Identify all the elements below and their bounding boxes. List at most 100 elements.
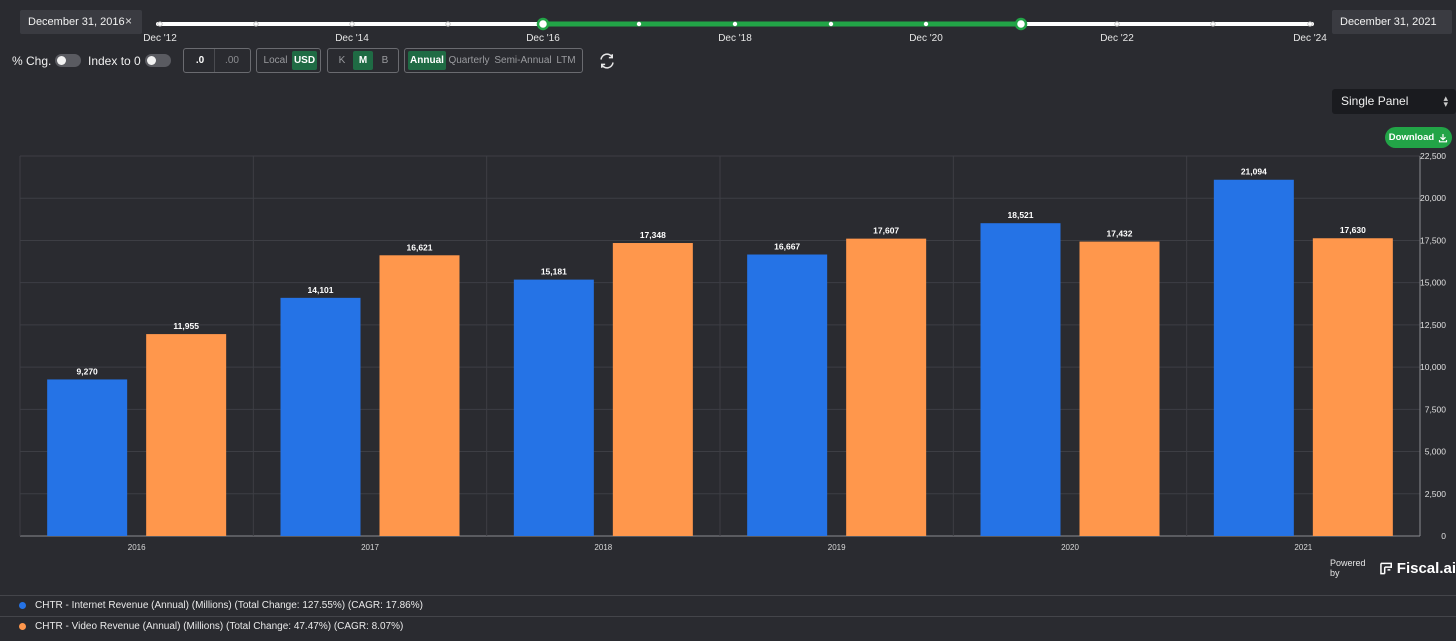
start-date-label: December 31, 2016	[28, 16, 125, 28]
currency-group: Local USD	[256, 48, 321, 73]
x-tick-label: 2016	[128, 543, 146, 552]
download-label: Download	[1388, 132, 1435, 143]
legend-dot-internet	[19, 602, 26, 609]
y-tick-label: 20,000	[1420, 193, 1446, 203]
timeline-tick	[636, 21, 642, 27]
bar-value-label: 11,955	[173, 321, 199, 331]
timeline-tick	[445, 21, 451, 27]
start-date-chip[interactable]: December 31, 2016 ×	[20, 10, 142, 34]
timeline-label: Dec '16	[526, 33, 560, 44]
y-tick-label: 10,000	[1420, 362, 1446, 372]
bar-video[interactable]	[379, 255, 460, 536]
legend-item-video[interactable]: CHTR - Video Revenue (Annual) (Millions)…	[0, 616, 1456, 636]
bar-internet[interactable]	[280, 297, 361, 536]
download-icon	[1439, 133, 1448, 142]
period-annual-button[interactable]: Annual	[408, 51, 446, 70]
bar-video[interactable]	[146, 334, 227, 536]
bar-value-label: 17,607	[873, 226, 899, 236]
panel-select-value: Single Panel	[1341, 94, 1409, 108]
timeline-label: Dec '20	[909, 33, 943, 44]
bar-value-label: 17,432	[1107, 229, 1133, 239]
bar-value-label: 14,101	[308, 285, 334, 295]
timeline-tick	[1114, 21, 1120, 27]
brand-name: Fiscal.ai	[1396, 559, 1456, 577]
period-semi-annual-button[interactable]: Semi-Annual	[494, 55, 552, 66]
bar-value-label: 16,621	[407, 242, 433, 252]
powered-by-text: Powered by	[1330, 558, 1366, 578]
legend-dot-video	[19, 623, 26, 630]
legend-label-internet: CHTR - Internet Revenue (Annual) (Millio…	[35, 600, 423, 611]
x-tick-label: 2021	[1294, 543, 1312, 552]
period-ltm-button[interactable]: LTM	[556, 55, 576, 66]
bar-value-label: 18,521	[1008, 210, 1034, 220]
bar-value-label: 15,181	[541, 267, 567, 277]
timeline-tick	[253, 21, 259, 27]
bar-value-label: 17,630	[1340, 225, 1366, 235]
units-m-button[interactable]: M	[353, 51, 373, 70]
period-group: Annual Quarterly Semi-Annual LTM	[404, 48, 583, 73]
timeline-tick	[349, 21, 355, 27]
bar-internet[interactable]	[47, 379, 128, 536]
bar-video[interactable]	[846, 238, 927, 536]
index-to-zero-label: Index to 0	[88, 54, 141, 68]
legend-label-video: CHTR - Video Revenue (Annual) (Millions)…	[35, 621, 404, 632]
y-tick-label: 0	[1441, 531, 1446, 541]
download-button[interactable]: Download	[1385, 127, 1452, 148]
units-group: K M B	[327, 48, 399, 73]
bar-internet[interactable]	[1213, 179, 1294, 536]
slider-end-handle[interactable]	[1014, 17, 1028, 31]
timeline-tick	[157, 21, 163, 27]
end-date-label: December 31, 2021	[1340, 16, 1437, 28]
bar-value-label: 21,094	[1241, 167, 1267, 177]
bar-internet[interactable]	[747, 254, 828, 536]
y-tick-label: 22,500	[1420, 151, 1446, 161]
panel-select[interactable]: Single Panel ▴ ▾	[1332, 89, 1456, 114]
units-k-button[interactable]: K	[338, 55, 346, 66]
refresh-icon[interactable]	[598, 52, 616, 70]
timeline-tick	[923, 21, 929, 27]
clear-start-date-icon[interactable]: ×	[124, 14, 132, 28]
x-tick-label: 2018	[594, 543, 612, 552]
currency-local-button[interactable]: Local	[263, 55, 288, 66]
timeline-label: Dec '12	[143, 33, 177, 44]
pct-chg-toggle[interactable]	[55, 54, 81, 67]
bar-value-label: 17,348	[640, 230, 666, 240]
pct-chg-label: % Chg.	[12, 54, 52, 68]
decimals-one-button[interactable]: .0	[195, 55, 205, 66]
timeline-tick	[1307, 21, 1313, 27]
timeline-slider[interactable]	[0, 0, 1456, 48]
bar-internet[interactable]	[980, 223, 1061, 536]
timeline-tick	[732, 21, 738, 27]
select-chevron-icon: ▴ ▾	[1443, 93, 1448, 109]
period-quarterly-button[interactable]: Quarterly	[448, 55, 490, 66]
end-date-chip[interactable]: December 31, 2021	[1332, 10, 1452, 34]
x-tick-label: 2019	[828, 543, 846, 552]
slider-start-handle[interactable]	[536, 17, 550, 31]
bar-video[interactable]	[1079, 241, 1160, 536]
y-tick-label: 12,500	[1420, 320, 1446, 330]
timeline-tick	[1210, 21, 1216, 27]
powered-by: Powered by Fiscal.ai	[1330, 558, 1456, 578]
timeline-label: Dec '18	[718, 33, 752, 44]
bar-internet[interactable]	[513, 279, 594, 536]
y-tick-label: 15,000	[1420, 278, 1446, 288]
bar-value-label: 16,667	[774, 242, 800, 252]
x-tick-label: 2020	[1061, 543, 1079, 552]
units-b-button[interactable]: B	[381, 55, 389, 66]
bar-value-label: 9,270	[77, 366, 99, 376]
decimals-group: .0 .00	[183, 48, 251, 73]
y-tick-label: 5,000	[1425, 447, 1447, 457]
timeline-tick	[828, 21, 834, 27]
currency-usd-button[interactable]: USD	[292, 51, 317, 70]
index-to-zero-toggle[interactable]	[145, 54, 171, 67]
timeline-label: Dec '24	[1293, 33, 1327, 44]
decimals-divider	[214, 49, 215, 72]
bar-video[interactable]	[1312, 238, 1393, 536]
fiscal-logo-icon	[1379, 562, 1392, 574]
timeline-label: Dec '14	[335, 33, 369, 44]
bar-video[interactable]	[612, 243, 693, 536]
decimals-two-button[interactable]: .00	[225, 55, 239, 66]
slider-selected-range	[543, 21, 1021, 27]
y-tick-label: 17,500	[1420, 235, 1446, 245]
legend-item-internet[interactable]: CHTR - Internet Revenue (Annual) (Millio…	[0, 595, 1456, 615]
